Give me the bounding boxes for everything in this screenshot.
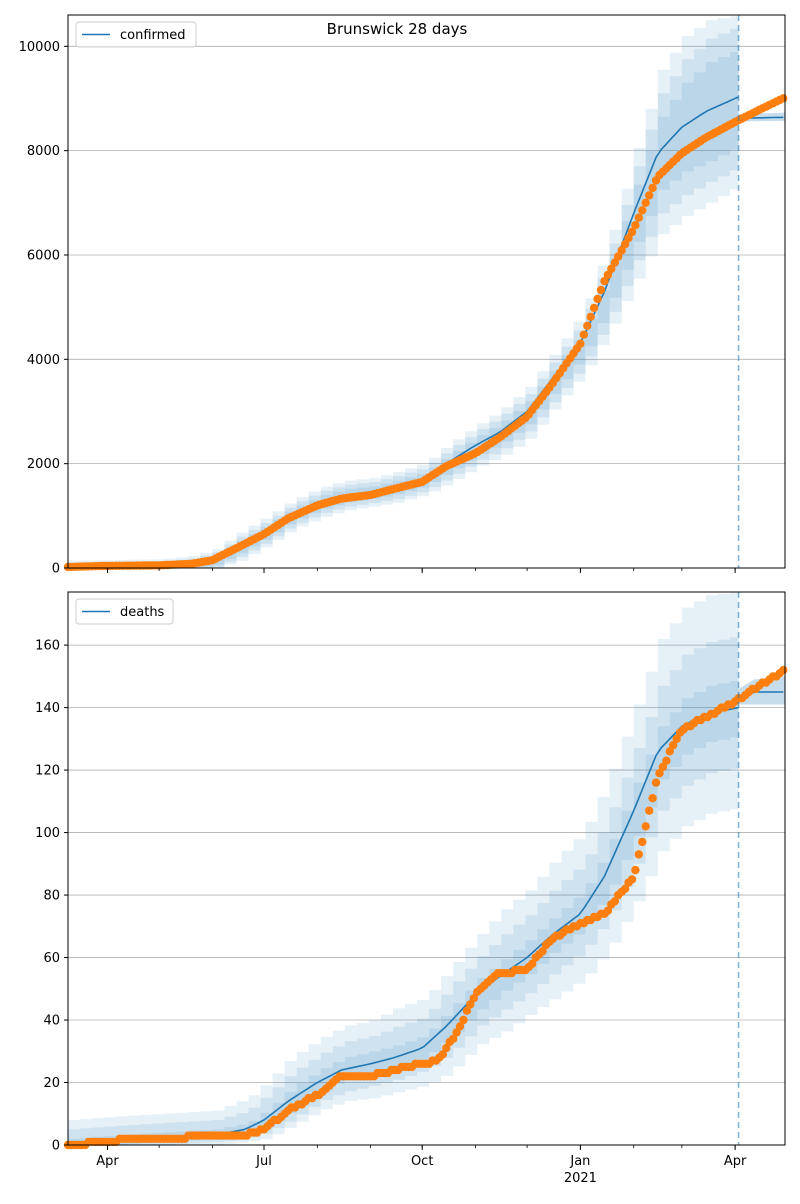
observed-point [672,734,681,743]
observed-point [593,294,602,304]
y-tick-label: 120 [35,764,60,779]
plot-frame [67,14,786,569]
observed-point [662,756,671,765]
confidence-band [68,637,739,1145]
observed-point [634,213,643,222]
observed-point [586,312,595,321]
observed-point [603,270,613,280]
observed-point [438,1050,447,1059]
observed-point [528,959,537,968]
y-tick-label: 2000 [27,457,60,472]
y-tick-label: 140 [35,701,60,716]
y-tick-label: 20 [43,1076,60,1091]
observed-point [583,321,592,330]
confidence-band [68,681,739,1145]
observed-point [459,1015,468,1025]
y-tick-label: 60 [43,951,60,966]
observed-point [596,285,606,295]
observed-point [645,806,654,815]
observed-point [645,191,654,200]
observed-point [607,264,616,273]
observed-point [603,906,613,915]
x-tick-label: Apr [96,1154,119,1169]
legend-label: confirmed [120,28,186,43]
confidence-band [68,592,739,1145]
observed-point [538,947,547,956]
y-tick-label: 40 [43,1014,60,1029]
y-tick-label: 6000 [27,248,60,263]
observed-point [610,897,619,906]
y-tick-label: 160 [35,639,60,654]
observed-point [669,740,678,750]
observed-point [617,246,626,255]
x-tick-label: Oct [411,1154,433,1169]
x-tick-label: Jul [255,1154,272,1169]
observed-point [641,822,650,831]
observed-point [466,1000,475,1009]
plot-frame [67,591,786,1146]
observed-point [620,884,630,893]
y-tick-label: 0 [52,1139,60,1154]
y-tick-label: 10000 [19,40,60,55]
observed-point [610,258,619,267]
y-tick-label: 80 [43,889,60,904]
figure-title: Brunswick 28 days [326,20,468,38]
observed-point [624,233,633,243]
observed-point [627,227,637,237]
observed-point [658,762,668,772]
observed-point [631,221,640,230]
confidence-band [68,28,739,568]
observed-point [651,778,661,787]
x-tick-sublabel: 2021 [564,1171,597,1186]
y-tick-label: 100 [35,826,60,841]
confidence-band [68,52,739,568]
observed-point [779,665,788,675]
observed-point [600,276,609,286]
forecast-band [738,676,785,705]
legend-box [75,21,197,48]
y-tick-label: 4000 [27,353,60,368]
observed-point [442,1043,451,1053]
observed-point [589,303,599,313]
observed-point [452,1028,461,1037]
legend-label: deaths [120,605,165,620]
observed-point [641,198,650,207]
deaths-panel: 0 20 40 60 80 100 120 140 160 Apr Jul Oct Jan 2021 Apr… [35,591,788,1186]
observed-point [648,794,657,803]
x-tick-label: Jan [569,1154,590,1169]
observed-point [449,1034,458,1044]
observed-point [576,339,585,348]
observed-point [469,994,478,1003]
observed-point [634,850,643,859]
observed-point [648,183,657,193]
observed-point [620,240,630,249]
observed-point [627,875,637,884]
observed-point [614,252,623,261]
observed-point [462,1006,472,1015]
observed-point [579,330,588,339]
observed-point [638,837,647,847]
y-tick-label: 8000 [27,144,60,159]
observed-point [638,206,647,215]
y-tick-label: 0 [52,562,60,577]
observed-point [655,769,664,778]
legend-box [75,598,174,625]
observed-point [665,747,674,756]
observed-point [455,1022,465,1031]
observed-point [779,94,788,103]
confirmed-panel: 0 2000 4000 6000 8000 10000 confirmed [19,14,788,577]
x-tick-label: Apr [724,1154,747,1169]
observed-point [631,865,640,875]
